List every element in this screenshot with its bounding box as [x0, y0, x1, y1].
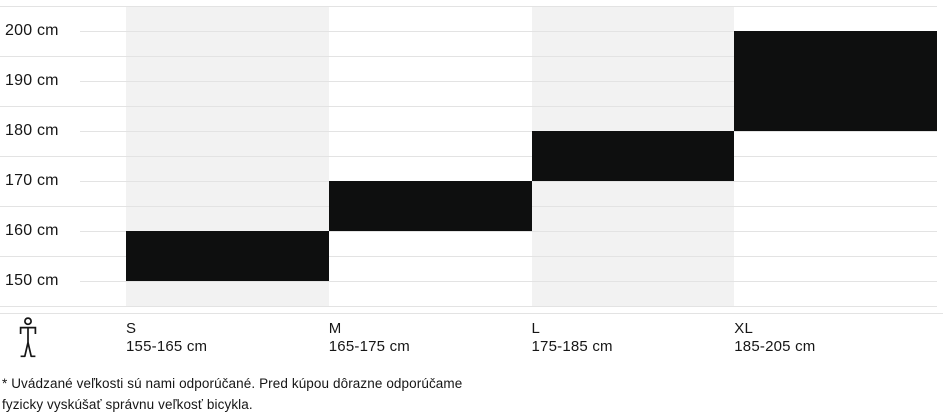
y-axis-label-180: 180 cm: [5, 122, 59, 139]
minor-gridline-195: [0, 56, 937, 57]
size-height-range: 185-205 cm: [734, 338, 816, 355]
y-axis-label-170: 170 cm: [5, 172, 59, 189]
size-letter: L: [531, 320, 541, 337]
major-gridline-180: [80, 131, 937, 132]
minor-gridline-145: [0, 306, 937, 307]
size-letter: M: [328, 320, 342, 337]
size-label-xl: XL 185-205 cm: [734, 321, 815, 355]
major-gridline-190: [80, 81, 937, 82]
y-axis-label-200: 200 cm: [5, 22, 59, 39]
minor-gridline-155: [0, 256, 937, 257]
y-axis-label-160: 160 cm: [5, 222, 59, 239]
size-height-range: 165-175 cm: [328, 338, 410, 355]
size-height-range: 175-185 cm: [531, 338, 613, 355]
x-axis-line: [0, 313, 943, 314]
minor-gridline-175: [0, 156, 937, 157]
size-letter: XL: [734, 320, 753, 337]
major-gridline-160: [80, 231, 937, 232]
size-height-range: 155-165 cm: [126, 338, 208, 355]
major-gridline-200: [80, 31, 937, 32]
size-label-s: S 155-165 cm: [126, 321, 207, 355]
minor-gridline-185: [0, 106, 937, 107]
size-guide-footnote: * Uvádzané veľkosti sú nami odporúčané. …: [2, 373, 462, 415]
y-axis-label-190: 190 cm: [5, 72, 59, 89]
rider-height-icon: [19, 317, 37, 358]
y-axis-label-150: 150 cm: [5, 272, 59, 289]
size-label-l: L 175-185 cm: [532, 321, 613, 355]
size-letter: S: [126, 320, 137, 337]
size-bar-s: [126, 231, 329, 281]
footnote-line-2: fyzicky vyskúšať správnu veľkosť bicykla…: [2, 397, 253, 412]
minor-gridline-205: [0, 6, 937, 7]
size-bar-m: [328, 181, 532, 231]
size-bar-xl: [734, 31, 937, 131]
size-label-m: M 165-175 cm: [329, 321, 410, 355]
major-gridline-150: [80, 281, 937, 282]
size-bar-l: [531, 131, 735, 181]
footnote-line-1: * Uvádzané veľkosti sú nami odporúčané. …: [2, 376, 463, 391]
